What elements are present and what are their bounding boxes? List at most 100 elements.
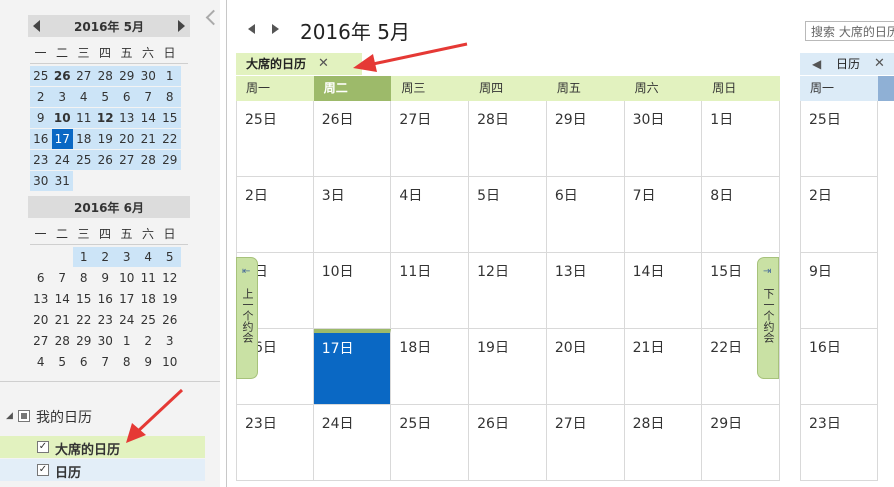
mini-day[interactable]: 8 bbox=[159, 87, 181, 107]
mini-day[interactable]: 6 bbox=[36, 271, 45, 285]
day-cell[interactable]: 3日 bbox=[313, 177, 392, 253]
day-cell[interactable]: 23日 bbox=[800, 405, 878, 481]
mini-day[interactable]: 30 bbox=[137, 66, 159, 86]
mini-day[interactable]: 21 bbox=[137, 129, 159, 149]
mini-day[interactable]: 20 bbox=[116, 129, 138, 149]
mini-day[interactable]: 24 bbox=[51, 150, 73, 170]
mini-day[interactable]: 15 bbox=[76, 292, 92, 306]
mini-day[interactable]: 31 bbox=[51, 171, 73, 191]
mini-day[interactable]: 3 bbox=[116, 247, 138, 267]
mini-day[interactable]: 26 bbox=[162, 313, 178, 327]
mini-day[interactable]: 11 bbox=[140, 271, 156, 285]
day-cell[interactable]: 17日 bbox=[313, 329, 392, 405]
mini-day[interactable]: 10 bbox=[51, 108, 73, 128]
mini-day[interactable]: 1 bbox=[122, 334, 131, 348]
previous-appointment-button[interactable]: ⇤ 上一个约会 bbox=[236, 257, 258, 379]
mini-day[interactable]: 29 bbox=[116, 66, 138, 86]
day-cell[interactable]: 11日 bbox=[391, 253, 470, 329]
day-cell[interactable]: 29日 bbox=[702, 405, 780, 481]
next-month-icon[interactable] bbox=[178, 20, 185, 32]
mini-day[interactable]: 30 bbox=[30, 171, 52, 191]
search-input[interactable]: 搜索 大席的日历 bbox=[805, 21, 894, 41]
calendar-checkbox[interactable]: ✓ bbox=[37, 464, 49, 476]
mini-day[interactable]: 26 bbox=[51, 66, 73, 86]
close-icon[interactable]: ✕ bbox=[318, 56, 329, 71]
mini-day[interactable]: 23 bbox=[30, 150, 52, 170]
day-cell[interactable]: 8日 bbox=[702, 177, 780, 253]
mini-day[interactable]: 5 bbox=[159, 247, 181, 267]
day-cell[interactable]: 2日 bbox=[800, 177, 878, 253]
day-cell[interactable]: 19日 bbox=[469, 329, 547, 405]
mini-day[interactable]: 2 bbox=[30, 87, 52, 107]
day-cell[interactable]: 25日 bbox=[800, 101, 878, 177]
day-cell[interactable]: 2日 bbox=[236, 177, 314, 253]
mini-day[interactable]: 28 bbox=[94, 66, 116, 86]
mini-day[interactable]: 6 bbox=[116, 87, 138, 107]
mini-day[interactable]: 2 bbox=[144, 334, 153, 348]
mini-day[interactable]: 12 bbox=[162, 271, 178, 285]
day-cell[interactable]: 29日 bbox=[546, 101, 625, 177]
tab-daxi-calendar[interactable]: 大席的日历 ✕ bbox=[236, 53, 362, 75]
mini-day[interactable]: 15 bbox=[159, 108, 181, 128]
mini-day[interactable]: 25 bbox=[73, 150, 95, 170]
mini-day[interactable]: 7 bbox=[137, 87, 159, 107]
mini-day[interactable]: 16 bbox=[30, 129, 52, 149]
day-cell[interactable]: 24日 bbox=[313, 405, 392, 481]
mini-day[interactable]: 16 bbox=[97, 292, 113, 306]
mini-day[interactable]: 6 bbox=[79, 355, 88, 369]
day-cell[interactable]: 14日 bbox=[624, 253, 703, 329]
mini-day[interactable]: 26 bbox=[94, 150, 116, 170]
mini-day[interactable]: 19 bbox=[94, 129, 116, 149]
day-cell[interactable]: 28日 bbox=[624, 405, 703, 481]
day-cell[interactable]: 26日 bbox=[469, 405, 547, 481]
calendar-item-default[interactable]: ✓ 日历 bbox=[0, 459, 205, 481]
mini-day[interactable]: 28 bbox=[137, 150, 159, 170]
day-cell[interactable]: 20日 bbox=[546, 329, 625, 405]
mini-day[interactable]: 9 bbox=[101, 271, 110, 285]
mini-day[interactable]: 27 bbox=[33, 334, 49, 348]
mini-day[interactable]: 9 bbox=[30, 108, 52, 128]
day-cell[interactable]: 30日 bbox=[624, 101, 703, 177]
day-cell[interactable]: 16日 bbox=[800, 329, 878, 405]
previous-month-icon[interactable] bbox=[33, 20, 40, 32]
arrow-left-icon[interactable]: ◀ bbox=[812, 57, 822, 71]
day-cell[interactable]: 18日 bbox=[391, 329, 470, 405]
day-cell[interactable]: 4日 bbox=[391, 177, 470, 253]
mini-day[interactable]: 7 bbox=[58, 271, 67, 285]
mini-day[interactable]: 10 bbox=[162, 355, 178, 369]
mini-day[interactable]: 14 bbox=[54, 292, 70, 306]
day-cell[interactable]: 9日 bbox=[800, 253, 878, 329]
day-cell[interactable]: 13日 bbox=[546, 253, 625, 329]
mini-day[interactable]: 1 bbox=[73, 247, 95, 267]
calendar-checkbox[interactable]: ✓ bbox=[37, 441, 49, 453]
day-cell[interactable]: 6日 bbox=[546, 177, 625, 253]
mini-day[interactable]: 8 bbox=[122, 355, 131, 369]
mini-day[interactable]: 28 bbox=[54, 334, 70, 348]
day-cell[interactable]: 21日 bbox=[624, 329, 703, 405]
mini-day[interactable]: 30 bbox=[97, 334, 113, 348]
mini-day[interactable]: 25 bbox=[140, 313, 156, 327]
mini-day[interactable]: 4 bbox=[73, 87, 95, 107]
mini-day[interactable]: 29 bbox=[76, 334, 92, 348]
mini-day[interactable]: 4 bbox=[36, 355, 45, 369]
mini-day[interactable]: 22 bbox=[76, 313, 92, 327]
mini-day[interactable]: 23 bbox=[97, 313, 113, 327]
mini-day[interactable]: 27 bbox=[116, 150, 138, 170]
mini-day[interactable]: 20 bbox=[33, 313, 49, 327]
expand-triangle-icon[interactable]: ◢ bbox=[6, 411, 13, 421]
mini-day[interactable]: 5 bbox=[94, 87, 116, 107]
mini-day[interactable]: 25 bbox=[30, 66, 52, 86]
day-cell[interactable]: 5日 bbox=[469, 177, 547, 253]
day-cell[interactable]: 25日 bbox=[236, 101, 314, 177]
collapse-pane-icon[interactable] bbox=[205, 9, 222, 26]
mini-day[interactable]: 17 bbox=[119, 292, 135, 306]
mini-day[interactable]: 2 bbox=[94, 247, 116, 267]
mini-day[interactable]: 14 bbox=[137, 108, 159, 128]
day-cell[interactable]: 23日 bbox=[236, 405, 314, 481]
day-cell[interactable]: 1日 bbox=[702, 101, 780, 177]
mini-day[interactable]: 4 bbox=[137, 247, 159, 267]
day-cell[interactable]: 28日 bbox=[469, 101, 547, 177]
mini-day[interactable]: 8 bbox=[79, 271, 88, 285]
tab-default-calendar[interactable]: ◀ 日历 ✕ bbox=[800, 53, 894, 75]
mini-day[interactable]: 9 bbox=[144, 355, 153, 369]
